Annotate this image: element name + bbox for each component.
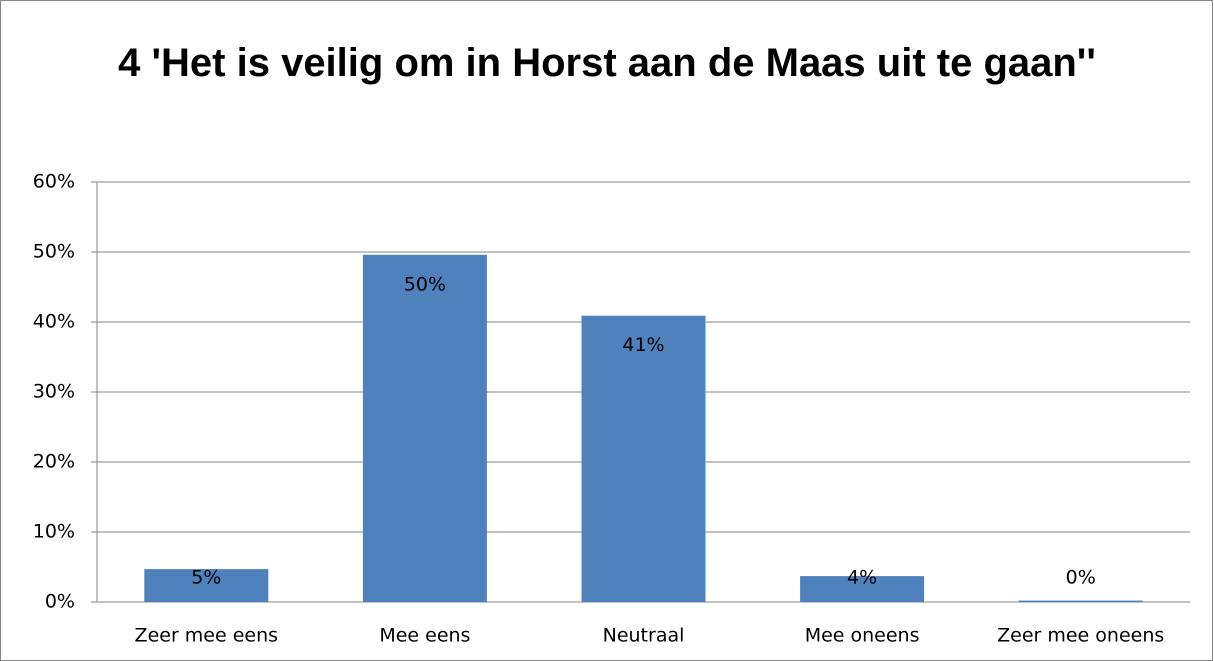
bar <box>362 254 487 603</box>
y-tick-label: 40% <box>33 311 75 333</box>
data-label: 4% <box>847 567 877 589</box>
y-tick-label: 60% <box>33 171 75 193</box>
y-tick-label: 50% <box>33 241 75 263</box>
bar <box>144 569 269 602</box>
y-tick-label: 10% <box>33 521 75 543</box>
x-tick-label: Zeer mee eens <box>135 625 279 647</box>
bar <box>581 315 706 602</box>
y-tick-label: 20% <box>33 451 75 473</box>
data-label: 0% <box>1066 567 1096 589</box>
x-tick-label: Mee oneens <box>805 625 920 647</box>
y-tick-label: 30% <box>33 381 75 403</box>
bar <box>800 576 925 602</box>
x-tick-label: Mee eens <box>379 625 470 647</box>
x-tick-label: Zeer mee oneens <box>997 625 1164 647</box>
data-label: 50% <box>404 273 446 295</box>
y-tick-label: 0% <box>45 591 75 613</box>
chart-title: 4 'Het is veilig om in Horst aan de Maas… <box>118 41 1096 85</box>
bar <box>1018 600 1143 602</box>
data-label: 5% <box>191 567 221 589</box>
data-label: 41% <box>622 334 664 356</box>
x-tick-label: Neutraal <box>603 625 685 647</box>
